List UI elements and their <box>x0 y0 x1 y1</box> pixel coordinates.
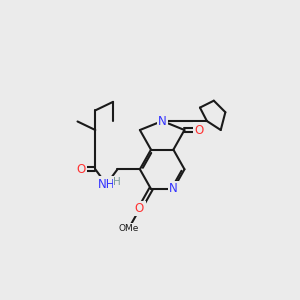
Text: O: O <box>76 163 85 176</box>
Text: H: H <box>113 178 121 188</box>
Text: N: N <box>158 115 167 128</box>
Text: O: O <box>194 124 203 136</box>
Text: N: N <box>169 182 178 195</box>
Text: O: O <box>135 202 145 215</box>
Text: OMe: OMe <box>118 224 139 233</box>
Text: NH: NH <box>98 178 115 191</box>
Text: O: O <box>134 202 143 215</box>
